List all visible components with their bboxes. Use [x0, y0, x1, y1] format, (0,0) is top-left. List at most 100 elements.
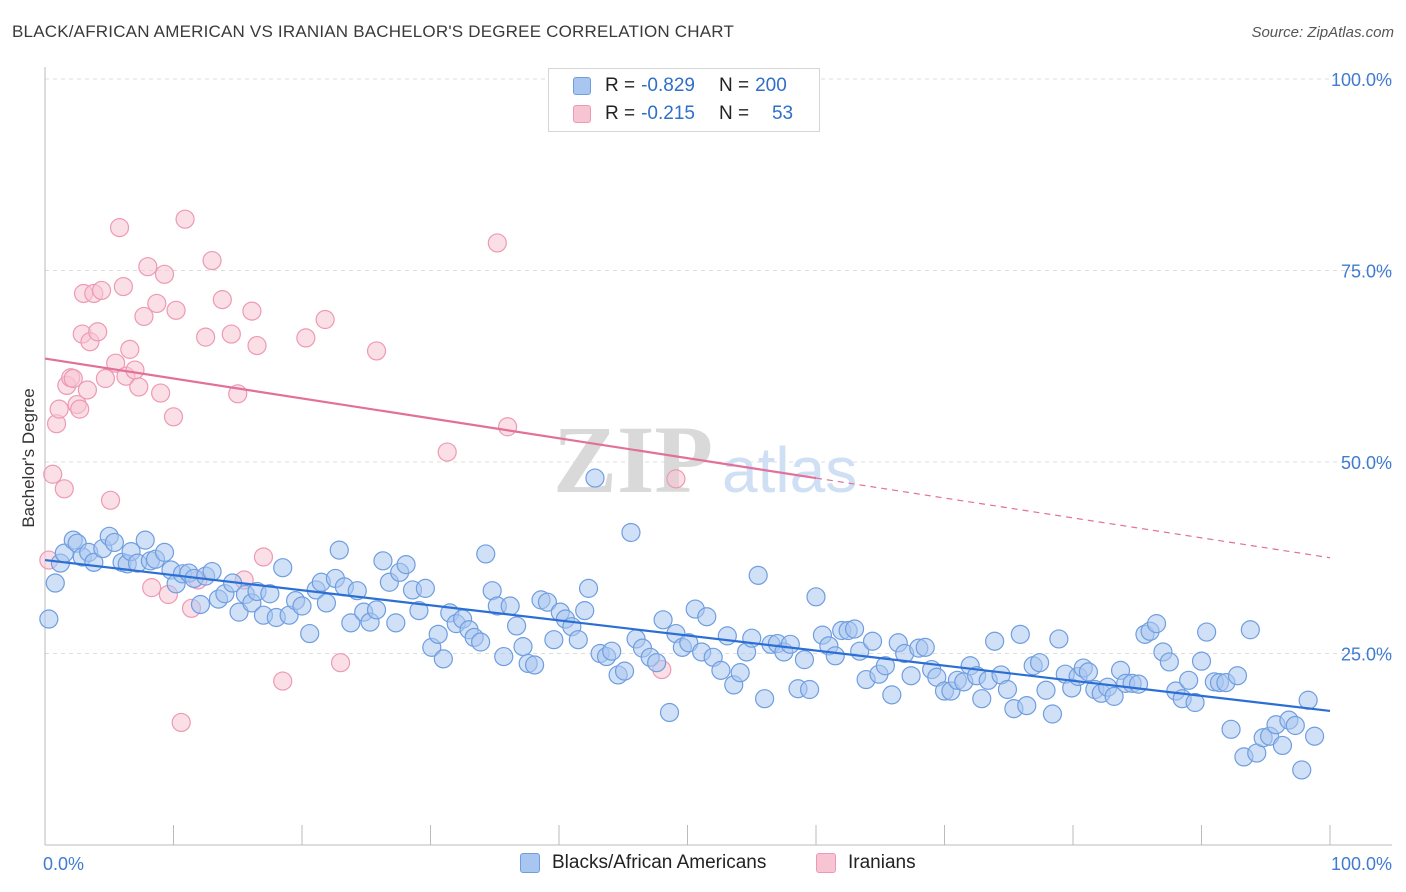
blacks-point	[1017, 695, 1037, 716]
blacks-point	[585, 468, 605, 488]
iranians-point	[330, 653, 351, 673]
iranians-point	[498, 417, 518, 437]
blacks-point	[1104, 686, 1124, 706]
blacks-point	[614, 661, 635, 681]
y-tick-label: 25.0%	[1341, 645, 1392, 665]
blacks-point	[1240, 620, 1260, 640]
blacks-trend-line	[44, 558, 1331, 713]
blacks-point	[300, 623, 320, 644]
iranians-point	[142, 578, 162, 598]
gridlines	[45, 78, 1392, 654]
blacks-point	[602, 641, 622, 661]
blacks-point	[711, 660, 731, 680]
blacks-point	[882, 685, 902, 705]
watermark-zip: ZIP	[553, 406, 713, 513]
blacks-point	[1128, 674, 1149, 694]
blacks-point	[45, 573, 65, 593]
series-legend-blacks: Blacks/African Americans	[520, 852, 766, 874]
blacks-point	[799, 679, 820, 700]
iranians-point	[175, 209, 195, 229]
blacks-point	[575, 601, 595, 621]
legend-n-label: N =	[718, 75, 750, 96]
blacks-point	[415, 578, 435, 598]
iranians-point	[109, 218, 130, 238]
x-tick-label: 0.0%	[43, 854, 84, 874]
blacks-point	[471, 632, 491, 652]
blacks-point	[537, 592, 558, 612]
iranians-point	[95, 368, 115, 389]
legend-swatch-blue	[573, 77, 591, 95]
iranians-point	[221, 324, 241, 344]
blacks-point	[1159, 652, 1179, 672]
blacks-point	[329, 540, 349, 560]
iranians-point	[134, 306, 154, 327]
blacks-point	[697, 607, 717, 627]
blacks-point	[544, 630, 564, 650]
iranians-trend-line	[44, 357, 817, 480]
blacks-point	[1272, 735, 1293, 756]
blacks-point	[659, 702, 680, 723]
blacks-point	[476, 544, 496, 564]
series-legend-iranians: Iranians	[816, 852, 916, 874]
legend-r-label: R =	[605, 103, 636, 124]
blacks-point	[825, 646, 845, 666]
blacks-point	[568, 630, 588, 650]
iranians-point	[171, 712, 191, 733]
blacks-point	[997, 679, 1018, 700]
series-swatch-blue	[520, 853, 540, 873]
blacks-point	[1304, 726, 1325, 746]
iranians-point	[315, 309, 335, 330]
blacks-point	[1010, 624, 1030, 644]
blacks-point	[135, 530, 155, 550]
iranians-point	[70, 399, 90, 419]
blacks-point	[1049, 629, 1069, 649]
iranians-point	[138, 257, 158, 277]
iranians-point	[54, 479, 74, 499]
blacks-point	[901, 666, 921, 686]
blacks-point	[500, 596, 520, 616]
iranians-point	[242, 301, 262, 321]
blacks-point	[409, 601, 429, 621]
legend-r-value: -0.215	[641, 103, 695, 124]
stats-legend: R = -0.829 N = 200 R = -0.215 N = 53	[548, 68, 820, 132]
iranians-point	[366, 341, 387, 361]
blacks-point	[806, 587, 826, 607]
blacks-point	[39, 609, 59, 629]
blacks-point	[1292, 760, 1312, 780]
iranians-point	[43, 464, 63, 484]
blacks-point	[1185, 692, 1205, 713]
blacks-point	[494, 646, 514, 667]
iranians-point	[437, 442, 457, 462]
blacks-point	[428, 624, 448, 644]
iranians-point	[49, 399, 69, 419]
iranians-point	[63, 368, 83, 389]
source-credit: Source: ZipAtlas.com	[1251, 24, 1394, 41]
blacks-point	[1227, 666, 1248, 686]
iranians-point	[253, 547, 274, 567]
iranians-point	[88, 322, 108, 342]
iranians-point	[120, 339, 140, 359]
blacks-point	[780, 634, 800, 654]
blacks-point	[730, 663, 750, 683]
blacks-point	[104, 532, 124, 553]
y-tick-label: 50.0%	[1341, 453, 1392, 473]
blacks-point	[292, 596, 312, 616]
legend-n-value: 53	[771, 103, 794, 124]
iranians-point	[666, 469, 686, 489]
iranians-point	[147, 293, 167, 314]
blacks-point	[1285, 715, 1305, 736]
blacks-point	[386, 613, 406, 633]
legend-swatch-pink	[573, 105, 591, 123]
y-axis-label: Bachelor's Degree	[19, 388, 38, 527]
blacks-point	[653, 610, 673, 630]
blacks-point	[1221, 719, 1241, 739]
iranians-point	[212, 290, 232, 310]
tick-labels: 25.0% 50.0% 75.0% 100.0% 0.0% 100.0%	[43, 70, 1392, 874]
blacks-point	[1179, 670, 1199, 690]
legend-r-label: R =	[605, 75, 636, 96]
legend-n-value: 200	[755, 75, 787, 96]
blacks-point	[366, 600, 387, 620]
blacks-point	[647, 653, 667, 673]
iranians-point	[113, 276, 133, 297]
